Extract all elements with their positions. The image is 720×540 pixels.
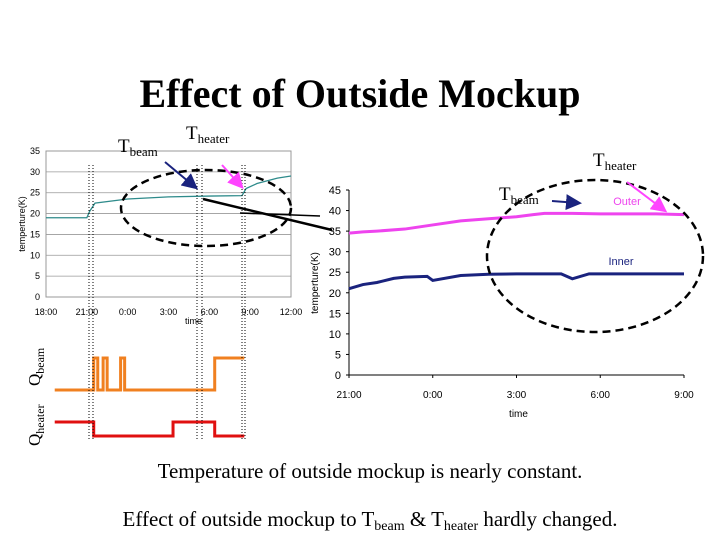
- x-tick-label: 0:00: [423, 390, 443, 401]
- qheater-axis-label: Qheater: [25, 404, 47, 446]
- theater-label-left: Theater: [186, 123, 230, 146]
- tbeam-label-right: Tbeam: [499, 184, 539, 207]
- qbeam-axis-label: Qbeam: [25, 347, 47, 386]
- y-tick-label: 0: [35, 292, 40, 302]
- caption-line-2: Effect of outside mockup to Tbeam & Thea…: [122, 507, 618, 534]
- y-tick-label: 30: [329, 247, 341, 259]
- series-line: [46, 175, 292, 219]
- series-line-inner: [348, 272, 684, 291]
- y-tick-label: 25: [30, 188, 40, 198]
- y-tick-label: 10: [30, 250, 40, 260]
- qbeam-signal: [54, 356, 245, 392]
- x-axis-label: time: [509, 409, 528, 420]
- y-tick-label: 15: [329, 308, 341, 320]
- legend-label-inner: Inner: [608, 256, 633, 268]
- tbeam-arrow-right: [551, 194, 582, 211]
- highlight-ellipse-right: [485, 178, 705, 334]
- x-tick-label: 0:00: [119, 307, 137, 317]
- annotation-overlays: [88, 161, 705, 440]
- y-tick-label: 20: [329, 288, 341, 300]
- left-temperature-chart: 0 5 10 15 20 25 30 35 18:00 21:00 0:00 3:00 6:00 9:00…: [17, 146, 302, 326]
- x-tick-label: 6:00: [591, 390, 611, 401]
- highlight-ellipse-left: [119, 168, 293, 248]
- tbeam-arrow-left: [164, 161, 199, 190]
- legend-label-outer: Outer: [613, 196, 641, 208]
- x-tick-label: 12:00: [280, 307, 303, 317]
- y-tick-label: 15: [30, 229, 40, 239]
- y-tick-label: 20: [30, 209, 40, 219]
- tbeam-label-left: Tbeam: [118, 136, 158, 159]
- slide-title: Effect of Outside Mockup: [139, 71, 581, 116]
- x-tick-label: 3:00: [160, 307, 178, 317]
- y-axis-label: temperture(K): [17, 196, 27, 252]
- caption-line-1: Temperature of outside mockup is nearly …: [157, 459, 583, 483]
- right-temperature-chart: 0 5 10 15 20 25 30 35 40 45 21:00 0:00 3:00 6:00 9:00 t…: [310, 185, 694, 420]
- y-tick-label: 35: [30, 146, 40, 156]
- y-tick-label: 45: [329, 185, 341, 197]
- theater-arrow-left: [221, 164, 244, 189]
- x-tick-label: 6:00: [201, 307, 219, 317]
- y-tick-label: 30: [30, 167, 40, 177]
- x-tick-label: 9:00: [674, 390, 694, 401]
- x-tick-label: 3:00: [507, 390, 527, 401]
- y-tick-label: 25: [329, 267, 341, 279]
- y-tick-label: 35: [329, 226, 341, 238]
- y-tick-label: 0: [335, 370, 341, 382]
- y-tick-label: 5: [35, 271, 40, 281]
- connector-line: [239, 212, 321, 217]
- x-tick-label: 21:00: [336, 390, 361, 401]
- theater-arrow-right: [626, 181, 668, 213]
- theater-label-right: Theater: [593, 150, 637, 173]
- q-signal-chart: [54, 356, 245, 438]
- x-axis-label: time: [185, 316, 202, 326]
- y-tick-label: 40: [329, 206, 341, 218]
- x-tick-label: 21:00: [76, 307, 99, 317]
- x-tick-label: 9:00: [241, 307, 259, 317]
- y-axis-label: temperture(K): [310, 252, 321, 314]
- y-tick-label: 5: [335, 349, 341, 361]
- series-line-outer: [348, 211, 685, 235]
- x-tick-label: 18:00: [35, 307, 58, 317]
- qheater-signal: [54, 420, 245, 438]
- y-tick-label: 10: [329, 329, 341, 341]
